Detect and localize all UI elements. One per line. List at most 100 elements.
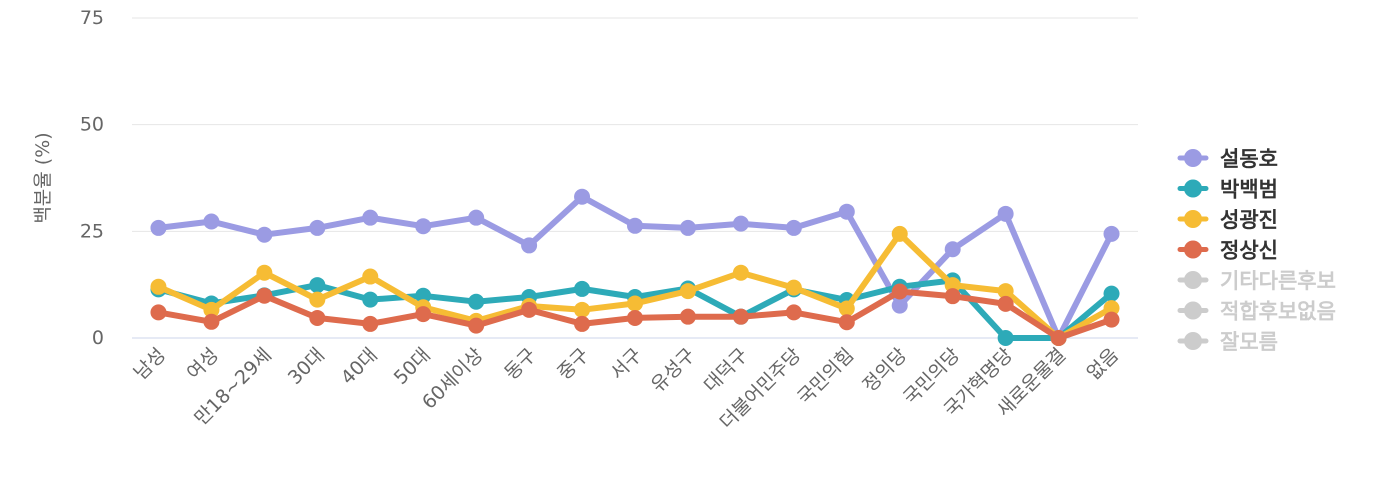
legend-label: 박백범 bbox=[1220, 178, 1278, 202]
x-tick-label: 40대 bbox=[337, 344, 382, 389]
series-group bbox=[150, 188, 1120, 346]
data-point[interactable] bbox=[415, 287, 432, 304]
x-tick-label: 중구 bbox=[553, 344, 593, 384]
x-tick-label: 서구 bbox=[606, 344, 646, 384]
data-point[interactable] bbox=[362, 291, 379, 308]
data-point[interactable] bbox=[521, 237, 538, 254]
data-point[interactable] bbox=[679, 283, 696, 300]
data-point[interactable] bbox=[150, 219, 167, 236]
x-tick-label: 국민의힘 bbox=[793, 344, 858, 409]
data-point[interactable] bbox=[944, 288, 961, 305]
x-tick-label: 50대 bbox=[390, 344, 435, 389]
legend-label: 잘모름 bbox=[1220, 330, 1278, 354]
legend-label: 기타다른후보 bbox=[1220, 269, 1336, 293]
data-point[interactable] bbox=[150, 278, 167, 295]
data-point[interactable] bbox=[679, 219, 696, 236]
data-point[interactable] bbox=[203, 213, 220, 230]
data-point[interactable] bbox=[838, 203, 855, 220]
x-tick-label: 남성 bbox=[130, 344, 170, 384]
series-1[interactable] bbox=[150, 188, 1120, 346]
legend-marker-icon bbox=[1184, 332, 1202, 350]
legend-marker-icon bbox=[1184, 271, 1202, 289]
x-tick-label: 30대 bbox=[284, 344, 329, 389]
data-point[interactable] bbox=[732, 264, 749, 281]
legend-item[interactable]: 정상신 bbox=[1177, 239, 1278, 263]
data-point[interactable] bbox=[1103, 300, 1120, 317]
data-point[interactable] bbox=[944, 277, 961, 294]
data-point[interactable] bbox=[997, 295, 1014, 312]
data-point[interactable] bbox=[838, 314, 855, 331]
x-tick-label: 동구 bbox=[500, 344, 540, 384]
data-point[interactable] bbox=[574, 188, 591, 205]
y-axis-ticks: 0 25 50 75 bbox=[80, 7, 104, 349]
data-point[interactable] bbox=[574, 280, 591, 297]
data-point[interactable] bbox=[1103, 285, 1120, 302]
data-point[interactable] bbox=[468, 209, 485, 226]
data-point[interactable] bbox=[415, 218, 432, 235]
data-point[interactable] bbox=[468, 293, 485, 310]
x-tick-label: 없음 bbox=[1083, 344, 1123, 384]
legend-marker-icon bbox=[1184, 210, 1202, 228]
data-point[interactable] bbox=[203, 301, 220, 318]
legend-marker-icon bbox=[1184, 179, 1202, 198]
data-point[interactable] bbox=[997, 330, 1014, 346]
data-point[interactable] bbox=[256, 264, 273, 281]
legend-label: 정상신 bbox=[1220, 239, 1278, 263]
x-tick-label: 여성 bbox=[183, 344, 223, 384]
data-point[interactable] bbox=[891, 225, 908, 242]
y-tick-label: 0 bbox=[92, 327, 104, 349]
data-point[interactable] bbox=[627, 309, 643, 326]
y-tick-label: 25 bbox=[80, 220, 104, 242]
data-point[interactable] bbox=[309, 277, 326, 294]
data-point[interactable] bbox=[574, 301, 591, 318]
legend-item[interactable]: 기타다른후보 bbox=[1177, 269, 1336, 293]
data-point[interactable] bbox=[574, 315, 591, 332]
data-point[interactable] bbox=[891, 297, 908, 314]
data-point[interactable] bbox=[732, 308, 749, 325]
data-point[interactable] bbox=[627, 217, 643, 234]
data-point[interactable] bbox=[1050, 330, 1067, 346]
data-point[interactable] bbox=[997, 205, 1014, 222]
data-point[interactable] bbox=[415, 306, 432, 323]
data-point[interactable] bbox=[944, 241, 961, 258]
data-point[interactable] bbox=[1103, 225, 1120, 242]
data-point[interactable] bbox=[362, 268, 379, 285]
data-point[interactable] bbox=[891, 283, 908, 300]
data-point[interactable] bbox=[785, 219, 802, 236]
data-point[interactable] bbox=[362, 315, 379, 332]
data-point[interactable] bbox=[203, 313, 220, 330]
legend-item[interactable]: 잘모름 bbox=[1177, 330, 1278, 354]
data-point[interactable] bbox=[785, 279, 802, 296]
series-3[interactable] bbox=[150, 225, 1120, 346]
data-point[interactable] bbox=[521, 301, 538, 318]
legend-item[interactable]: 박백범 bbox=[1177, 178, 1278, 202]
data-point[interactable] bbox=[309, 219, 326, 236]
y-tick-label: 75 bbox=[80, 7, 104, 29]
x-tick-label: 유성구 bbox=[647, 344, 700, 397]
data-point[interactable] bbox=[838, 300, 855, 317]
data-point[interactable] bbox=[785, 304, 802, 321]
data-point[interactable] bbox=[256, 226, 273, 243]
data-point[interactable] bbox=[150, 304, 167, 321]
data-point[interactable] bbox=[309, 309, 326, 326]
data-point[interactable] bbox=[732, 215, 749, 232]
data-point[interactable] bbox=[627, 295, 643, 312]
legend-item[interactable]: 적합후보없음 bbox=[1177, 300, 1336, 324]
data-point[interactable] bbox=[362, 209, 379, 226]
series-4[interactable] bbox=[150, 283, 1120, 346]
data-point[interactable] bbox=[1103, 311, 1120, 328]
legend-label: 성광진 bbox=[1220, 208, 1278, 232]
legend-marker-icon bbox=[1184, 301, 1202, 320]
data-point[interactable] bbox=[309, 291, 326, 308]
data-point[interactable] bbox=[468, 317, 485, 334]
legend-label: 설동호 bbox=[1220, 147, 1278, 171]
legend-item[interactable]: 성광진 bbox=[1177, 208, 1278, 232]
legend-item[interactable]: 설동호 bbox=[1177, 147, 1278, 171]
y-tick-label: 50 bbox=[80, 114, 104, 136]
data-point[interactable] bbox=[997, 283, 1014, 300]
data-point[interactable] bbox=[256, 287, 273, 304]
data-point[interactable] bbox=[679, 308, 696, 325]
